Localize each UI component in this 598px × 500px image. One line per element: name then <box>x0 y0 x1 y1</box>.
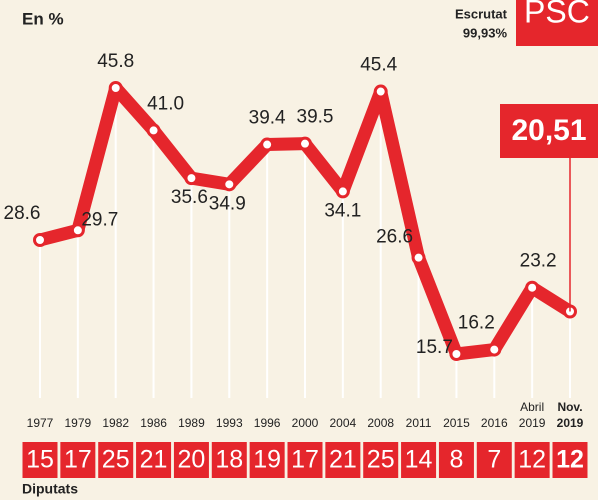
seat-label: 21 <box>329 446 357 474</box>
seat-box <box>98 442 134 478</box>
seat-box <box>401 442 437 478</box>
point <box>70 223 85 238</box>
x-tick-label: 1977 <box>27 416 54 430</box>
value-label: 26.6 <box>376 227 413 248</box>
seat-box <box>476 442 512 478</box>
party-name: PSC <box>524 0 590 29</box>
point <box>184 171 199 186</box>
seat-box <box>211 442 247 478</box>
x-tick-label: 1979 <box>65 416 92 430</box>
x-tick-label: 2015 <box>443 416 470 430</box>
x-tick-label: 1993 <box>216 416 243 430</box>
value-label: 34.9 <box>209 193 246 214</box>
value-label: 16.2 <box>458 313 495 334</box>
seat-label: 12 <box>518 446 546 474</box>
value-label: 41.0 <box>147 93 184 114</box>
seat-box <box>514 442 550 478</box>
seat-box <box>552 442 588 478</box>
point <box>108 81 123 95</box>
point <box>525 280 540 295</box>
party-box <box>516 0 598 46</box>
point <box>222 177 237 192</box>
callout-box <box>500 104 598 158</box>
seat-label: 7 <box>487 446 501 474</box>
x-tick-label: 2016 <box>481 416 508 430</box>
seat-label: 12 <box>556 446 584 474</box>
value-label: 45.4 <box>360 55 397 76</box>
value-label: 15.7 <box>416 337 453 358</box>
seat-box <box>173 442 209 478</box>
value-label: 34.1 <box>324 200 361 221</box>
subtitle: En % <box>22 9 64 28</box>
point <box>411 250 426 265</box>
seat-label: 20 <box>178 446 206 474</box>
seat-box <box>136 442 172 478</box>
value-label: 23.2 <box>520 251 557 272</box>
seat-label: 19 <box>253 446 281 474</box>
point <box>260 137 275 152</box>
x-tick-label: 1989 <box>178 416 205 430</box>
value-label: 28.6 <box>4 203 41 224</box>
x-tick-label: 1982 <box>102 416 129 430</box>
point <box>335 184 350 199</box>
point <box>487 342 502 357</box>
seat-label: 17 <box>291 446 319 474</box>
point <box>298 136 312 151</box>
seat-label: 25 <box>102 446 130 474</box>
x-tick-label: 2008 <box>367 416 394 430</box>
scrutiny-value: 99,93% <box>463 25 508 40</box>
scrutiny-label: Escrutat <box>455 6 508 21</box>
seat-box <box>363 442 399 478</box>
seat-label: 17 <box>64 446 92 474</box>
seat-box <box>287 442 323 478</box>
point <box>146 123 161 138</box>
seat-box <box>60 442 96 478</box>
value-label: 39.4 <box>249 108 286 129</box>
seat-box <box>22 442 58 478</box>
seat-label: 14 <box>405 446 433 474</box>
x-tick-label: Nov. 2019 <box>557 400 584 430</box>
seat-label: 15 <box>26 446 54 474</box>
point <box>33 233 47 247</box>
seat-label: 25 <box>367 446 395 474</box>
point <box>449 347 464 361</box>
value-label: 20,51 <box>511 114 586 147</box>
seat-label: 18 <box>215 446 243 474</box>
x-tick-label: 1986 <box>140 416 167 430</box>
value-label: 39.5 <box>297 107 334 128</box>
seat-box <box>325 442 361 478</box>
x-tick-label: 2011 <box>406 416 432 430</box>
value-label: 35.6 <box>171 187 208 208</box>
x-tick-label: Abril 2019 <box>519 400 546 430</box>
x-tick-label: 2004 <box>330 416 357 430</box>
seat-box <box>249 442 285 478</box>
x-tick-label: 2000 <box>292 416 319 430</box>
value-label: 45.8 <box>97 51 134 72</box>
seat-label: 21 <box>140 446 168 474</box>
point <box>373 84 388 99</box>
value-label: 29.7 <box>81 209 118 230</box>
x-tick-label: 1996 <box>254 416 281 430</box>
seats-label: Diputats <box>22 481 78 497</box>
seat-box <box>438 442 474 478</box>
seat-label: 8 <box>449 446 463 474</box>
